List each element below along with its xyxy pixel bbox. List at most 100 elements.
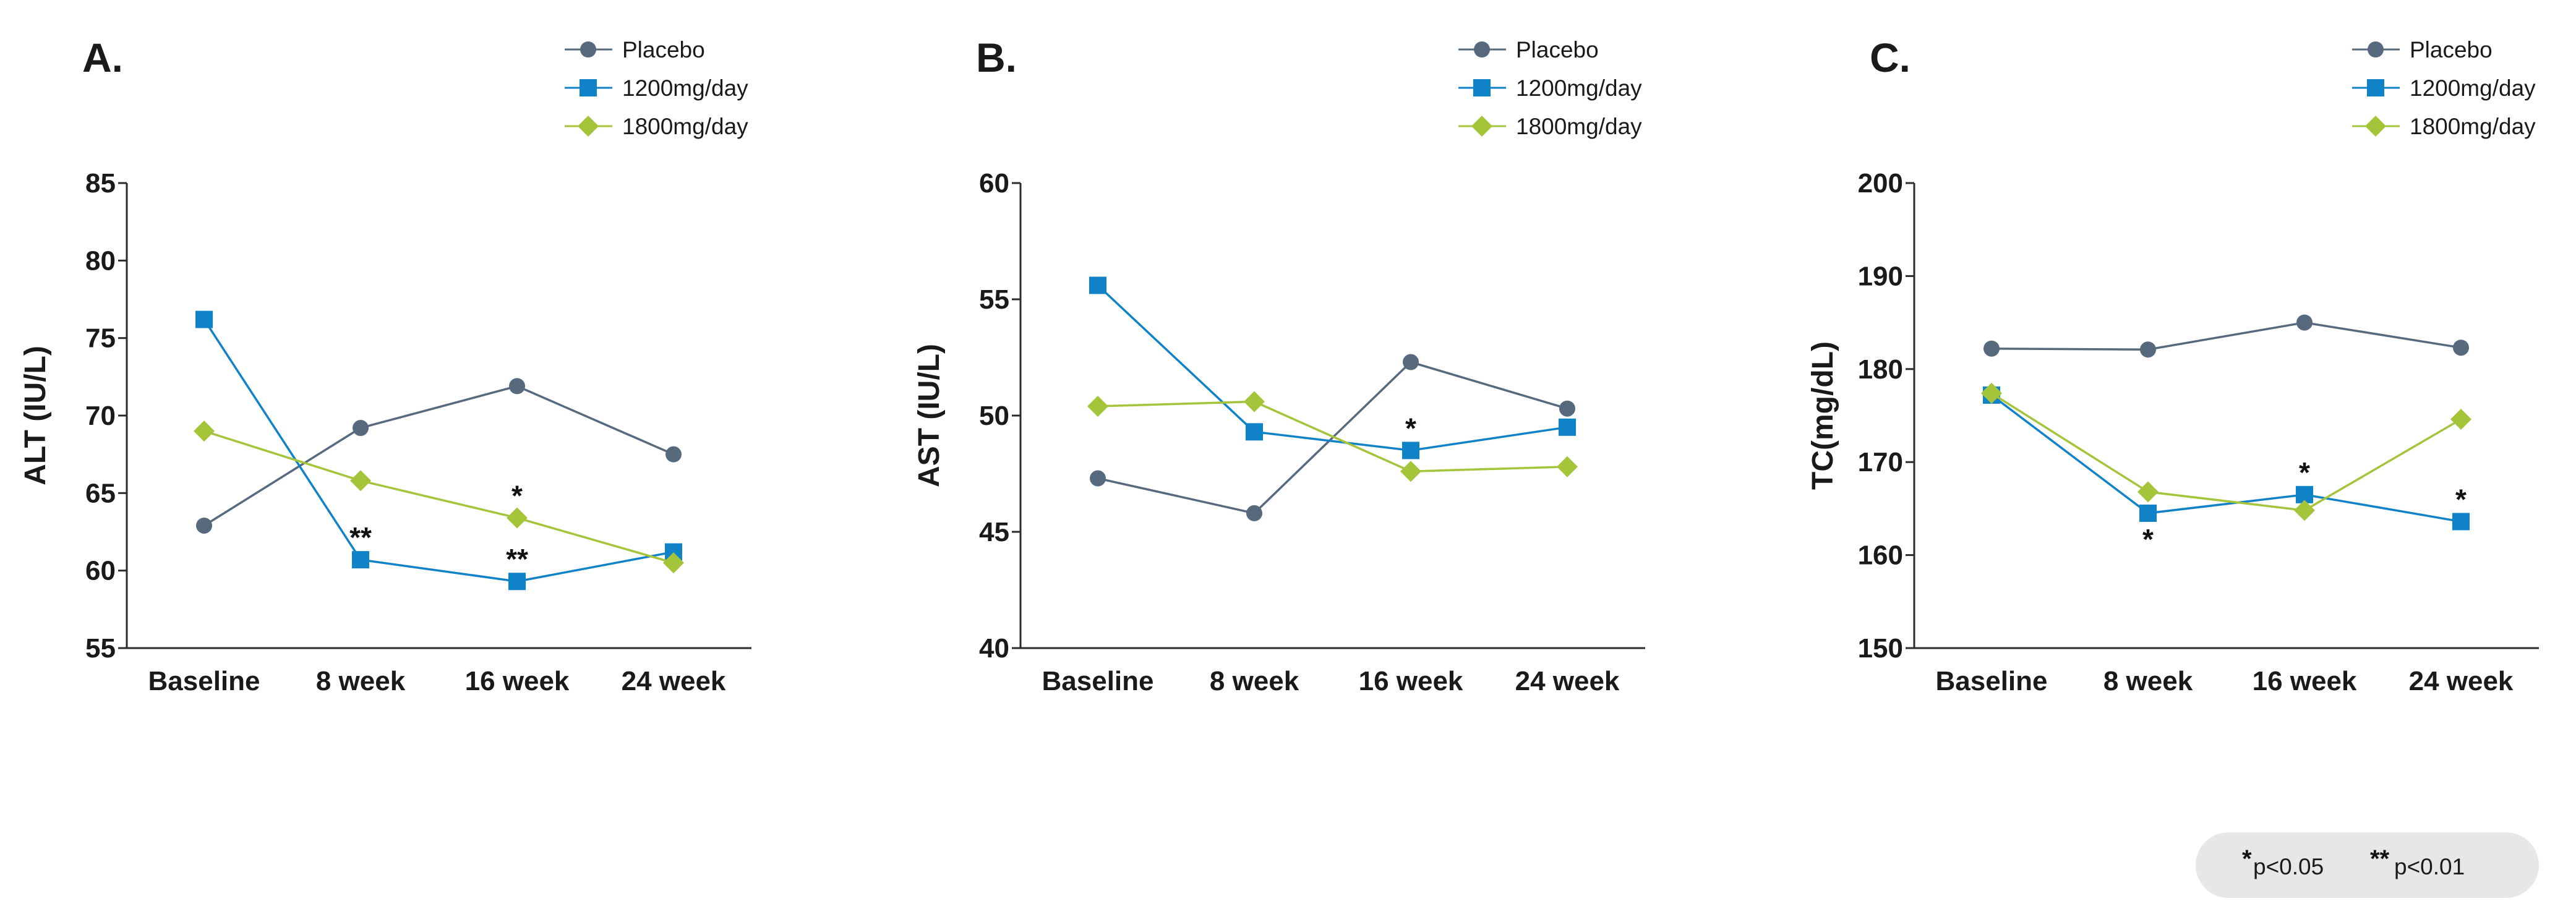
y-tick-label: 75 xyxy=(85,323,116,354)
series-line-dose1800 xyxy=(1991,392,2462,512)
significance-mark: * xyxy=(2142,523,2154,555)
y-tick-label: 50 xyxy=(979,401,1009,431)
y-tick-label: 40 xyxy=(979,633,1009,664)
y-tick-label: 180 xyxy=(1858,354,1903,385)
data-point-dose1800 xyxy=(350,470,371,492)
y-tick-label: 85 xyxy=(85,168,116,199)
y-tick-label: 150 xyxy=(1858,633,1903,664)
y-axis-title: ALT (IU/L) xyxy=(19,346,52,485)
series-placebo xyxy=(196,378,682,534)
y-axis-title: TC(mg/dL) xyxy=(1807,341,1839,490)
y-tick-label: 60 xyxy=(85,556,116,586)
legend: Placebo 1200mg/day 1800mg/day xyxy=(565,37,748,139)
legend-marker-placebo xyxy=(580,41,596,58)
significance-key-box xyxy=(2196,832,2539,898)
axis-lines xyxy=(1913,183,2539,649)
significance-mark: ** xyxy=(506,543,528,575)
data-point-placebo xyxy=(2296,314,2313,331)
series-line-dose1200 xyxy=(1990,394,2462,523)
y-tick-label: 65 xyxy=(85,478,116,508)
data-point-dose1200 xyxy=(1246,423,1263,441)
data-point-placebo xyxy=(1403,354,1419,370)
y-tick-label: 160 xyxy=(1858,540,1903,571)
data-point-dose1200 xyxy=(508,573,526,591)
data-point-dose1800 xyxy=(2450,409,2471,430)
data-point-dose1800 xyxy=(1557,456,1578,477)
data-point-dose1800 xyxy=(2137,481,2159,503)
legend-marker-placebo xyxy=(2368,41,2384,58)
axis-lines xyxy=(1019,183,1645,649)
data-point-dose1800 xyxy=(194,421,215,442)
data-point-placebo xyxy=(196,517,212,534)
x-tick-label: Baseline xyxy=(1042,666,1154,696)
series-line-placebo xyxy=(203,385,674,527)
y-tick-label: 170 xyxy=(1858,447,1903,477)
legend-marker-dose1800 xyxy=(2365,116,2386,137)
x-tick-label: 24 week xyxy=(622,666,726,696)
data-point-placebo xyxy=(1246,505,1262,521)
data-point-dose1200 xyxy=(195,310,213,328)
legend-marker-dose1200 xyxy=(2367,79,2384,96)
series-dose1200 xyxy=(1089,276,1576,459)
legend-label-dose1800: 1800mg/day xyxy=(622,114,748,139)
data-point-dose1800 xyxy=(1981,382,2002,404)
data-point-dose1800 xyxy=(507,507,528,529)
y-tick-label: 70 xyxy=(85,401,116,431)
y-tick-label: 80 xyxy=(85,246,116,276)
series-line-placebo xyxy=(1991,321,2462,351)
data-point-placebo xyxy=(353,420,369,437)
data-point-dose1800 xyxy=(663,552,684,574)
x-tick-label: 8 week xyxy=(316,666,406,696)
data-point-dose1200 xyxy=(352,551,369,569)
series-line-dose1200 xyxy=(203,318,674,583)
x-tick-label: 16 week xyxy=(465,666,570,696)
significance-mark: * xyxy=(1405,412,1416,444)
chart-panel-1: B. 40 45 50 55 60 Baseline 8 week 16 week 24 week… xyxy=(913,35,1645,696)
significance-mark: ** xyxy=(349,521,372,553)
chart-panel-2: C. 150 160 170 180 190 200 Baseline 8 week 16 wee… xyxy=(1807,35,2539,696)
legend-marker-dose1200 xyxy=(1473,79,1491,96)
panel-letter: A. xyxy=(82,35,123,80)
series-dose1800 xyxy=(1981,382,2471,521)
data-point-placebo xyxy=(1983,340,2000,357)
legend: Placebo 1200mg/day 1800mg/day xyxy=(1458,37,1642,139)
data-point-dose1800 xyxy=(1244,391,1265,412)
data-point-dose1200 xyxy=(2139,504,2157,522)
x-tick-label: 16 week xyxy=(2253,666,2357,696)
x-tick-label: Baseline xyxy=(1936,666,2048,696)
legend-label-placebo: Placebo xyxy=(622,37,705,62)
legend-label-dose1200: 1200mg/day xyxy=(1516,75,1642,101)
y-tick-label: 45 xyxy=(979,517,1009,547)
legend-label-dose1800: 1800mg/day xyxy=(1516,114,1642,139)
series-line-dose1200 xyxy=(1097,284,1568,452)
x-tick-label: 8 week xyxy=(2103,666,2193,696)
data-point-placebo xyxy=(665,446,682,463)
legend-label-placebo: Placebo xyxy=(2410,37,2493,62)
panel-letter: C. xyxy=(1870,35,1911,80)
legend: Placebo 1200mg/day 1800mg/day xyxy=(2352,37,2536,139)
data-point-dose1800 xyxy=(2294,500,2315,521)
data-point-placebo xyxy=(509,378,525,395)
series-dose1800 xyxy=(1087,391,1578,482)
y-tick-label: 200 xyxy=(1858,168,1903,199)
significance-mark: * xyxy=(2455,483,2467,515)
data-point-dose1800 xyxy=(1400,461,1421,482)
significance-key-single-text: p<0.05 xyxy=(2253,854,2324,879)
series-dose1800 xyxy=(194,421,684,574)
significance-key: * p<0.05 ** p<0.01 xyxy=(2196,832,2539,898)
data-point-placebo xyxy=(2453,340,2469,356)
data-point-placebo xyxy=(1090,470,1106,487)
series-line-dose1800 xyxy=(203,430,674,564)
x-tick-label: 24 week xyxy=(1515,666,1620,696)
legend-label-dose1800: 1800mg/day xyxy=(2410,114,2536,139)
x-tick-label: 16 week xyxy=(1359,666,1463,696)
data-point-dose1200 xyxy=(1089,276,1106,294)
legend-label-dose1200: 1200mg/day xyxy=(622,75,748,101)
data-point-dose1200 xyxy=(2452,513,2470,531)
y-tick-label: 55 xyxy=(979,284,1009,315)
y-tick-label: 190 xyxy=(1858,261,1903,291)
legend-label-dose1200: 1200mg/day xyxy=(2410,75,2536,101)
y-tick-label: 60 xyxy=(979,168,1009,199)
data-point-dose1200 xyxy=(1559,418,1576,436)
